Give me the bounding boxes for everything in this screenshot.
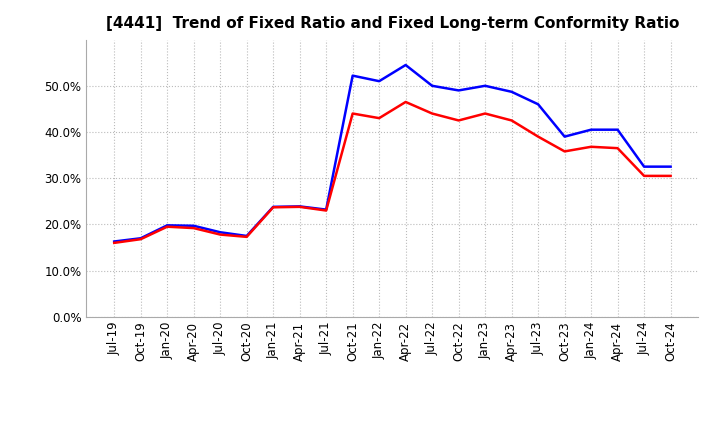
Fixed Long-term Conformity Ratio bbox=[110, 240, 119, 246]
Fixed Long-term Conformity Ratio bbox=[454, 118, 463, 123]
Fixed Ratio bbox=[375, 78, 384, 84]
Fixed Long-term Conformity Ratio bbox=[508, 118, 516, 123]
Fixed Ratio bbox=[322, 207, 330, 212]
Fixed Long-term Conformity Ratio bbox=[269, 205, 277, 210]
Fixed Long-term Conformity Ratio bbox=[136, 237, 145, 242]
Fixed Long-term Conformity Ratio bbox=[666, 173, 675, 179]
Fixed Ratio bbox=[666, 164, 675, 169]
Fixed Long-term Conformity Ratio bbox=[216, 232, 225, 237]
Fixed Long-term Conformity Ratio bbox=[189, 225, 198, 231]
Fixed Ratio bbox=[613, 127, 622, 132]
Fixed Long-term Conformity Ratio bbox=[295, 204, 304, 209]
Title: [4441]  Trend of Fixed Ratio and Fixed Long-term Conformity Ratio: [4441] Trend of Fixed Ratio and Fixed Lo… bbox=[106, 16, 679, 32]
Fixed Long-term Conformity Ratio bbox=[375, 115, 384, 121]
Fixed Ratio bbox=[428, 83, 436, 88]
Fixed Ratio bbox=[454, 88, 463, 93]
Fixed Ratio bbox=[481, 83, 490, 88]
Fixed Long-term Conformity Ratio bbox=[481, 111, 490, 116]
Fixed Ratio bbox=[348, 73, 357, 78]
Fixed Ratio bbox=[295, 204, 304, 209]
Fixed Long-term Conformity Ratio bbox=[243, 234, 251, 239]
Fixed Long-term Conformity Ratio bbox=[560, 149, 569, 154]
Fixed Ratio bbox=[189, 223, 198, 228]
Fixed Long-term Conformity Ratio bbox=[640, 173, 649, 179]
Fixed Long-term Conformity Ratio bbox=[428, 111, 436, 116]
Fixed Ratio bbox=[269, 204, 277, 209]
Fixed Ratio bbox=[136, 235, 145, 241]
Fixed Ratio bbox=[243, 233, 251, 238]
Fixed Ratio bbox=[640, 164, 649, 169]
Fixed Ratio bbox=[508, 89, 516, 95]
Fixed Ratio bbox=[163, 223, 171, 228]
Fixed Ratio bbox=[216, 230, 225, 235]
Fixed Ratio bbox=[110, 239, 119, 244]
Line: Fixed Ratio: Fixed Ratio bbox=[114, 65, 670, 242]
Fixed Ratio bbox=[401, 62, 410, 68]
Fixed Long-term Conformity Ratio bbox=[163, 224, 171, 229]
Fixed Ratio bbox=[534, 102, 542, 107]
Fixed Long-term Conformity Ratio bbox=[613, 146, 622, 151]
Fixed Long-term Conformity Ratio bbox=[587, 144, 595, 150]
Fixed Ratio bbox=[587, 127, 595, 132]
Fixed Long-term Conformity Ratio bbox=[534, 134, 542, 139]
Fixed Long-term Conformity Ratio bbox=[348, 111, 357, 116]
Fixed Long-term Conformity Ratio bbox=[401, 99, 410, 105]
Fixed Long-term Conformity Ratio bbox=[322, 208, 330, 213]
Line: Fixed Long-term Conformity Ratio: Fixed Long-term Conformity Ratio bbox=[114, 102, 670, 243]
Fixed Ratio bbox=[560, 134, 569, 139]
